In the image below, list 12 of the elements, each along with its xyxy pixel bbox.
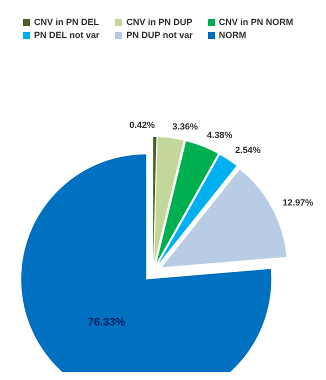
data-label: 76.33% <box>88 316 126 329</box>
legend-label: CNV in PN DUP <box>126 17 192 27</box>
data-label: 12.97% <box>282 198 314 208</box>
legend-label: PN DUP not var <box>126 30 193 40</box>
data-label: 4.38% <box>206 130 232 140</box>
data-label: 2.54% <box>235 145 261 156</box>
legend-label: PN DEL not var <box>34 30 100 40</box>
legend-label: CNV in PN NORM <box>218 17 294 27</box>
legend-label: NORM <box>218 30 246 40</box>
data-label: 0.42% <box>129 120 155 130</box>
data-label: 3.36% <box>172 121 198 132</box>
legend-label: CNV in PN DEL <box>34 17 100 27</box>
